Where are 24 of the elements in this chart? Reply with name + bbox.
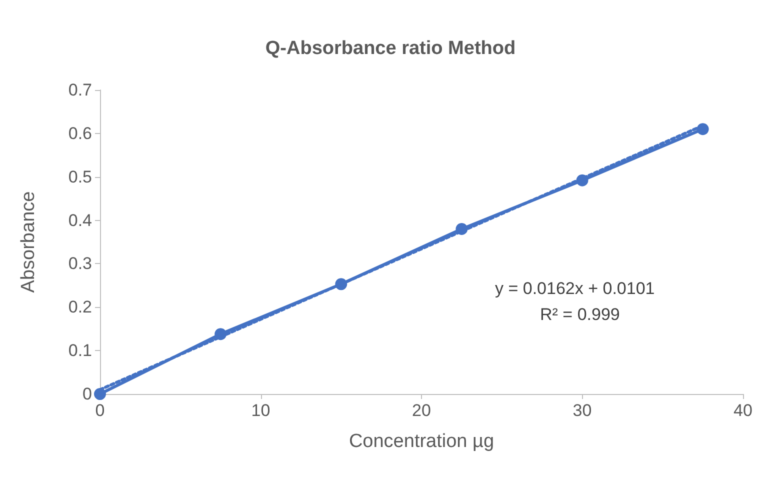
chart-title: Q-Absorbance ratio Method [265, 38, 516, 59]
x-tick-label: 40 [734, 401, 752, 420]
y-tick-label: 0.3 [68, 254, 92, 274]
x-tick-label: 30 [572, 401, 592, 420]
point [94, 388, 106, 400]
x-tick-label: 10 [251, 401, 270, 420]
y-tick-label: 0.6 [68, 124, 92, 143]
y-tick-label: 0.2 [68, 298, 92, 317]
y-axis-title: Absorbance [18, 191, 39, 293]
x-tick-label: 0 [95, 401, 105, 420]
y-tick-label: 0 [82, 384, 92, 404]
point [576, 174, 588, 186]
y-tick-label: 0.4 [68, 210, 92, 230]
x-tick-label: 20 [412, 401, 431, 420]
x-axis-title: Concentration µg [348, 431, 494, 452]
annotation: y = 0.0162x + 0.0101 [494, 279, 655, 298]
point [456, 222, 468, 235]
point [214, 328, 227, 340]
annotation: R² = 0.999 [540, 305, 620, 324]
y-tick-label: 0.5 [68, 167, 92, 186]
y-tick-label: 0.7 [68, 80, 92, 100]
point [335, 278, 348, 290]
point [696, 123, 709, 136]
y-tick-label: 0.1 [68, 341, 92, 360]
